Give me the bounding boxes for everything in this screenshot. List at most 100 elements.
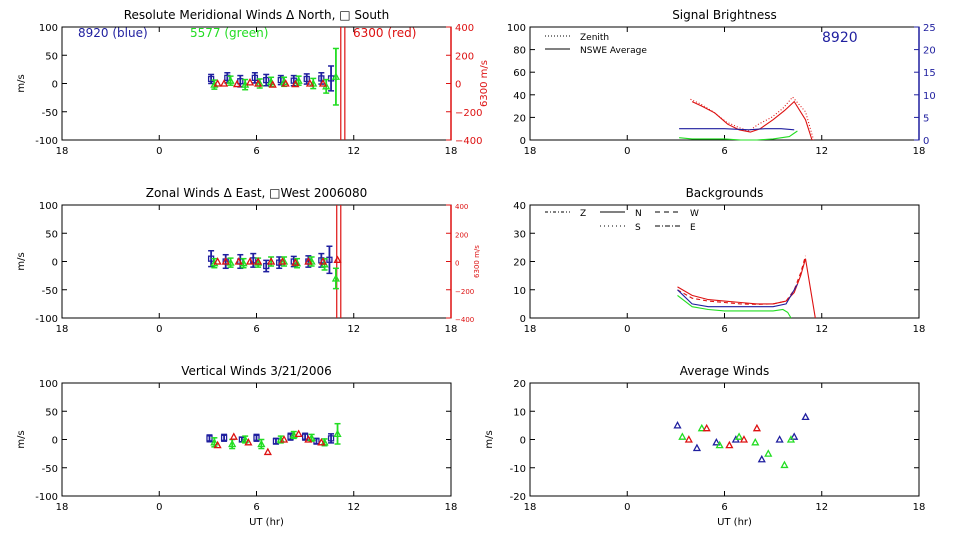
y2-tick-label: −400 (455, 316, 474, 324)
y-tick-label: 0 (52, 436, 58, 447)
y2-tick-label: 200 (455, 231, 468, 239)
y2-tick-label: 20 (923, 46, 936, 57)
y-tick-label: 50 (45, 229, 58, 240)
y-tick-label: -20 (510, 492, 526, 503)
data-point-triangle (673, 421, 682, 429)
x-tick-label: 0 (156, 502, 162, 513)
series-line-green (677, 294, 792, 319)
y2-tick-label: 25 (923, 23, 936, 34)
data-point-triangle (245, 78, 255, 86)
x-tick-label: 18 (56, 324, 69, 335)
y-tick-label: 0 (520, 136, 526, 147)
data-point-square (327, 435, 335, 442)
y-tick-label: -50 (42, 464, 58, 475)
y2-tick-label: 0 (923, 136, 929, 147)
y-tick-label: -50 (42, 108, 58, 119)
legend-label: S (635, 223, 641, 233)
data-point-triangle (294, 429, 303, 438)
data-point-triangle (307, 433, 316, 441)
series-line-green (679, 130, 798, 141)
y-axis-label: m/s (16, 252, 27, 270)
legend-label: N (635, 209, 642, 219)
data-point-triangle (775, 435, 784, 443)
y-tick-label: -100 (35, 136, 58, 147)
data-point-triangle (210, 437, 219, 446)
y2-tick-label: 0 (455, 80, 461, 91)
data-point-triangle (684, 435, 693, 443)
data-point-triangle (234, 257, 243, 265)
data-point-square (303, 75, 310, 83)
data-point-triangle (725, 440, 734, 449)
x-tick-label: 18 (56, 146, 69, 157)
data-point-triangle (304, 435, 313, 443)
data-point-square (326, 256, 333, 263)
x-tick-label: 0 (624, 502, 630, 513)
y-tick-label: 100 (39, 23, 58, 34)
data-point-square (253, 434, 260, 441)
x-tick-label: 12 (347, 324, 360, 335)
y-tick-label: 100 (39, 379, 58, 390)
y-tick-label: 100 (507, 23, 526, 34)
data-point-triangle (294, 76, 303, 84)
x-tick-label: 18 (913, 146, 926, 157)
x-tick-label: 12 (347, 502, 360, 513)
x-tick-label: 18 (445, 324, 458, 335)
data-point-triangle (239, 258, 248, 267)
y-tick-label: 100 (39, 201, 58, 212)
data-point-triangle (281, 79, 290, 87)
y2-tick-label: 0 (455, 260, 459, 268)
y-tick-label: 20 (513, 113, 526, 124)
series-line-red (691, 100, 813, 141)
data-point-triangle (229, 432, 238, 440)
legend-label: E (690, 223, 696, 233)
x-tick-label: 18 (445, 146, 458, 157)
data-point-triangle (764, 449, 773, 457)
y2-tick-label: 400 (455, 23, 474, 34)
data-point-triangle (715, 440, 724, 449)
series-line-red (690, 96, 815, 141)
x-tick-label: 0 (624, 146, 630, 157)
x-tick-label: 6 (253, 502, 259, 513)
data-point-triangle (751, 437, 760, 446)
y-axis-label: m/s (16, 430, 27, 448)
legend-label: 5577 (green) (190, 26, 268, 40)
data-point-triangle (678, 432, 687, 440)
x-tick-label: 18 (913, 502, 926, 513)
x-tick-label: 12 (347, 146, 360, 157)
data-point-triangle (331, 72, 341, 80)
data-point-triangle (241, 435, 250, 443)
y-tick-label: 50 (45, 407, 58, 418)
series-line-red (677, 258, 816, 319)
legend-label: 6300 (red) (353, 26, 416, 40)
series-line-blue (677, 283, 798, 308)
y2-tick-label: −400 (455, 136, 482, 147)
data-point-triangle (278, 257, 287, 265)
y2-tick-label: 15 (923, 68, 936, 79)
x-tick-label: 0 (624, 324, 630, 335)
y-tick-label: 0 (520, 436, 526, 447)
data-point-triangle (221, 257, 230, 265)
x-tick-label: 0 (156, 146, 162, 157)
y2-tick-label: −200 (455, 288, 474, 296)
data-point-triangle (333, 429, 342, 438)
x-tick-label: 18 (524, 146, 537, 157)
y-tick-label: -100 (35, 314, 58, 325)
x-tick-label: 18 (524, 502, 537, 513)
y-tick-label: 40 (513, 91, 526, 102)
data-point-triangle (305, 79, 315, 87)
x-tick-label: 18 (913, 324, 926, 335)
chart-title: Signal Brightness (672, 8, 777, 22)
y-tick-label: 80 (513, 46, 526, 57)
plot-frame (529, 382, 920, 497)
y-tick-label: 10 (513, 407, 526, 418)
data-point-triangle (263, 447, 272, 456)
data-point-triangle (317, 437, 326, 446)
y-tick-label: 0 (520, 314, 526, 325)
data-point-triangle (257, 439, 266, 448)
x-tick-label: 6 (721, 502, 727, 513)
data-point-square (251, 74, 259, 81)
panel-average: Average Winds 18 0 6 12 18 20 10 0 -10 -20 m/s UT (h… (484, 364, 925, 528)
y-axis-label: m/s (484, 430, 495, 448)
